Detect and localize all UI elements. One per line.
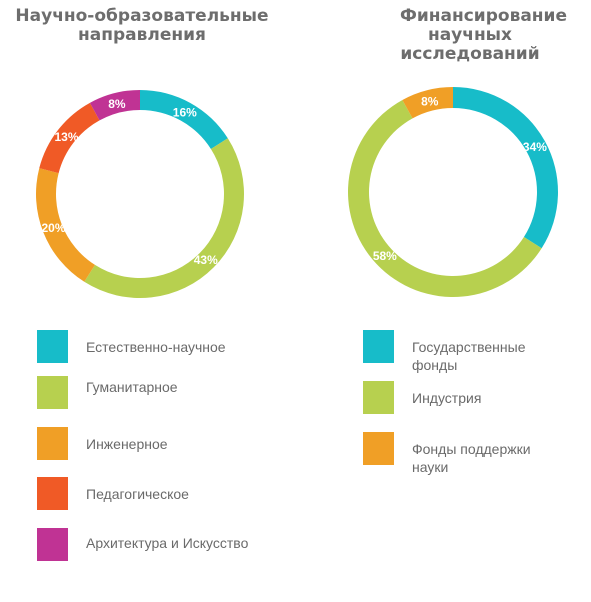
donut-slice (89, 90, 140, 121)
legend-label: Педагогическое (86, 486, 189, 502)
slice-value-label: 43% (194, 253, 218, 267)
chart-title: Научно-образовательные направления (15, 6, 269, 45)
legend-swatch (363, 432, 394, 465)
legend-swatch (37, 427, 68, 460)
legend-swatch (37, 376, 68, 409)
legend-swatch (363, 330, 394, 363)
slice-value-label: 16% (173, 106, 197, 120)
donut-slice (402, 87, 453, 119)
donut-slice (84, 138, 244, 298)
chart-title: Финансирование научных исследований (400, 6, 567, 64)
legend-label: Архитектура и Искусство (86, 535, 249, 551)
donut-chart: 34% 58% 8% (348, 87, 558, 298)
legend-label: Государственные фонды (412, 339, 526, 373)
slice-value-label: 20% (42, 221, 66, 235)
donut-slice (140, 90, 228, 149)
legend-label: Индустрия (412, 390, 482, 406)
donut-chart: 16% 43% 20% 13% 8% (36, 90, 244, 298)
legend-label: Фонды поддержки науки (412, 441, 531, 475)
legend-label: Естественно-научное (86, 339, 226, 355)
legend-swatch (37, 477, 68, 510)
slice-value-label: 13% (54, 130, 78, 144)
legend-label: Гуманитарное (86, 379, 178, 395)
slice-value-label: 8% (108, 97, 126, 111)
donut-slice (36, 168, 95, 282)
slice-value-label: 8% (421, 94, 439, 108)
legend-label: Инженерное (86, 436, 168, 452)
slice-value-label: 34% (523, 140, 547, 154)
legend-swatch (37, 528, 68, 561)
donut-slice (453, 87, 558, 249)
slice-value-label: 58% (373, 249, 397, 263)
legend-swatch (363, 381, 394, 414)
donut-slice (39, 102, 100, 174)
legend-swatch (37, 330, 68, 363)
